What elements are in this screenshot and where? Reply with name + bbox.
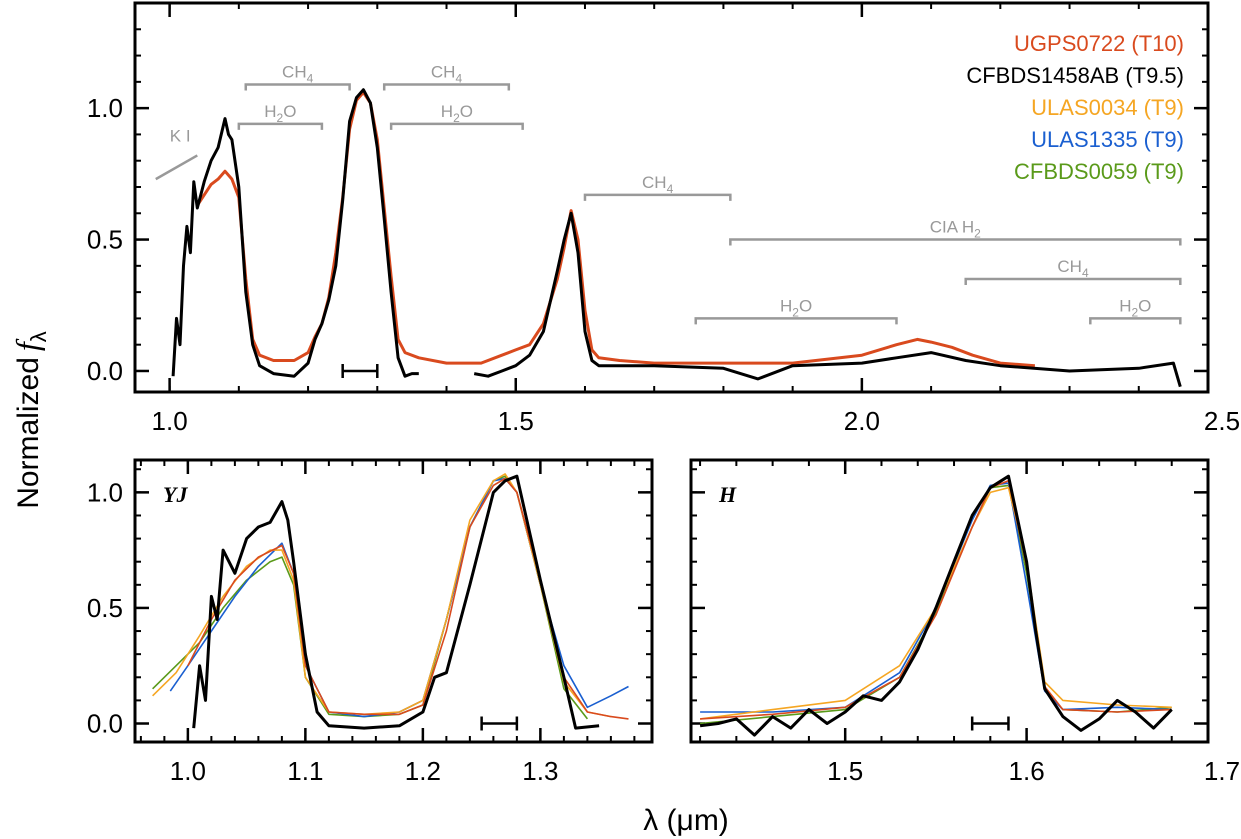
- absorption-band-label: H2O: [780, 296, 812, 319]
- full-spectrum-panel: 1.0 1.5 2.0 2.5 0.0 0.5 1.0 K I CH4 H2O CH4 H2O CH4 C…: [87, 1, 1240, 436]
- legend-entry: UGPS0722 (T10): [1014, 31, 1184, 56]
- panel-label-yj: YJ: [163, 482, 188, 507]
- x-tick-label: 1.1: [287, 756, 323, 786]
- x-tick-label: 1.5: [827, 756, 863, 786]
- yj-band-panel: 1.0 1.1 1.2 1.3 0.0 0.5 1.0 YJ: [87, 458, 654, 786]
- x-tick-label: 1.7: [1204, 756, 1240, 786]
- x-tick-label: 1.5: [498, 406, 534, 436]
- x-tick-label: 1.0: [152, 406, 188, 436]
- x-tick-label: 1.0: [170, 756, 206, 786]
- spectrum-series-ugps0722: [700, 480, 1172, 720]
- x-axis-title: λ (μm): [643, 804, 729, 837]
- absorption-band-bracket: [729, 238, 1182, 246]
- plot-frame: [133, 1, 1210, 394]
- y-tick-label: 0.0: [87, 709, 123, 739]
- absorption-band-label: CH4: [642, 173, 674, 196]
- absorption-band-bracket: [237, 122, 324, 130]
- x-tick-label: 1.3: [522, 756, 558, 786]
- panel-label-h: H: [718, 482, 737, 507]
- x-tick-label: 2.5: [1204, 406, 1240, 436]
- absorption-band-bracket: [583, 193, 732, 201]
- spectrum-series-cfbds1458ab: [192, 474, 600, 730]
- spectrum-series-cfbds1458ab: [171, 88, 1182, 388]
- y-tick-label: 0.0: [87, 356, 123, 386]
- y-axis-title-text: Normalized: [12, 357, 45, 509]
- y-tick-label: 1.0: [87, 93, 123, 123]
- absorption-band-label: CH4: [282, 62, 314, 85]
- y-tick-label: 1.0: [87, 477, 123, 507]
- y-tick-label: 0.5: [87, 225, 123, 255]
- absorption-band-bracket: [244, 83, 351, 91]
- spectrum-series-ulas0034: [699, 486, 1172, 720]
- x-tick-label: 2.0: [844, 406, 880, 436]
- absorption-band-label: H2O: [1119, 296, 1151, 319]
- absorption-band-label: CIA H2: [930, 218, 981, 241]
- absorption-band-label: CH4: [1057, 257, 1089, 280]
- legend-entry: ULAS0034 (T9): [1031, 95, 1184, 120]
- absorption-band-label: H2O: [264, 102, 296, 125]
- spectrum-series-ugps0722: [196, 90, 1036, 368]
- absorption-band-bracket: [964, 277, 1182, 285]
- y-tick-label: 0.5: [87, 593, 123, 623]
- absorption-band-bracket: [694, 317, 898, 325]
- k-i-feature-line: [155, 154, 198, 181]
- h-band-panel: 1.5 1.6 1.7 H: [689, 458, 1240, 786]
- resolution-bar: [970, 716, 1010, 731]
- absorption-band-bracket: [382, 83, 511, 91]
- y-axis-title-subscript: λ: [26, 331, 51, 342]
- y-axis-title: Normalizedfλ: [9, 331, 51, 509]
- x-tick-label: 1.2: [405, 756, 441, 786]
- legend-entry: ULAS1335 (T9): [1031, 127, 1184, 152]
- absorption-band-label: CH4: [431, 62, 463, 85]
- absorption-band-bracket: [389, 122, 524, 130]
- spectrum-series-ulas1335: [169, 477, 629, 718]
- legend-entry: CFBDS1458AB (T9.5): [966, 63, 1184, 88]
- resolution-bar: [480, 716, 519, 731]
- absorption-band-bracket: [1089, 317, 1182, 325]
- resolution-bar: [341, 363, 379, 378]
- absorption-band-label: H2O: [441, 102, 473, 125]
- spectrum-series-ulas0034: [152, 473, 612, 718]
- spectrum-series-ulas1335: [700, 482, 1172, 713]
- plot-frame: [689, 458, 1210, 744]
- x-tick-label: 1.6: [1009, 756, 1045, 786]
- k-i-feature-label: K I: [170, 126, 191, 145]
- plot-frame: [133, 458, 654, 744]
- legend-entry: CFBDS0059 (T9): [1014, 159, 1184, 184]
- spectrum-series-cfbds1458ab: [699, 474, 1173, 737]
